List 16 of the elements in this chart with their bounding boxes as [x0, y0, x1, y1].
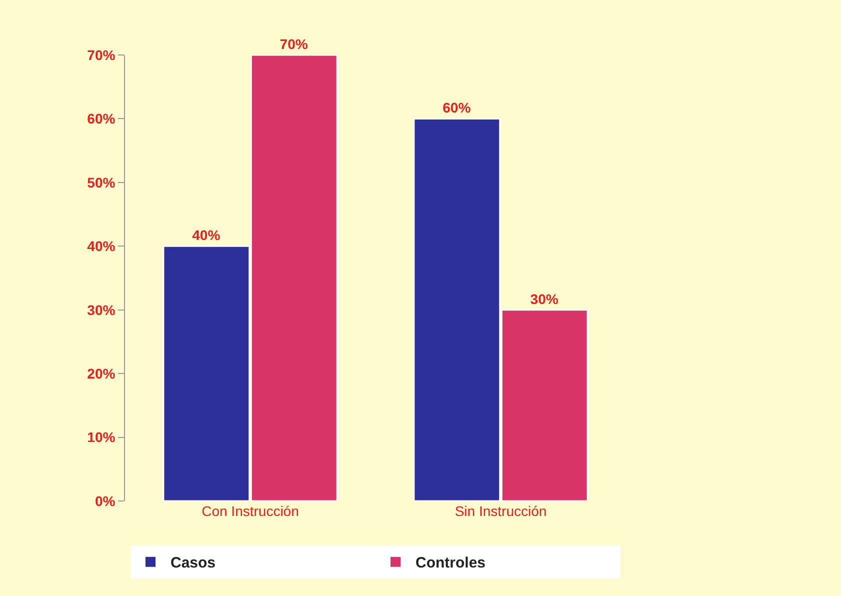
y-tick-label: 40% [87, 238, 116, 254]
y-tick-label: 10% [87, 429, 116, 446]
legend-label: Controles [416, 554, 486, 572]
text: 30% [530, 290, 558, 307]
y-tick-label: 20% [87, 365, 116, 382]
y-tick-label: 0% [94, 492, 116, 509]
y-tick-label: 60% [87, 110, 116, 127]
x-tick-label: Con Instrucción [202, 503, 299, 519]
y-tick-label: 50% [87, 174, 116, 190]
y-tick-label: 70% [87, 46, 116, 63]
text: 40% [192, 227, 220, 244]
y-tick-label: 30% [87, 302, 116, 318]
legend-label: Casos [170, 554, 216, 572]
text: 70% [280, 36, 308, 52]
x-tick-label: Sin Instrucción [454, 503, 547, 519]
text: 60% [442, 100, 471, 116]
